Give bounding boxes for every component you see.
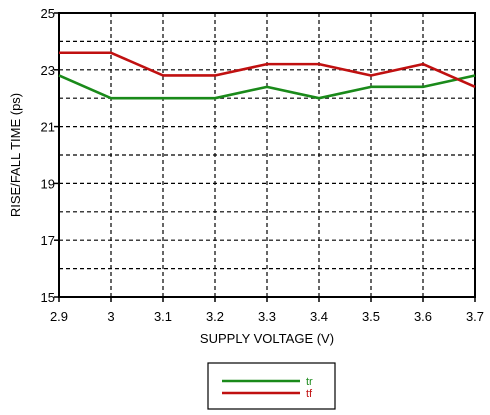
x-axis-title: SUPPLY VOLTAGE (V) (200, 331, 334, 346)
grid-lines (59, 13, 475, 297)
x-tick-label: 3.5 (362, 309, 380, 324)
legend-box (207, 362, 336, 410)
y-tick-label: 17 (41, 233, 55, 248)
y-axis-title: RISE/FALL TIME (ps) (8, 93, 23, 217)
y-tick-label: 19 (41, 176, 55, 191)
y-axis-ticks: 15 17 19 21 23 25 (41, 6, 59, 305)
series-line-tf (59, 51, 476, 89)
x-tick-label: 3 (107, 309, 114, 324)
y-tick-label: 15 (41, 290, 55, 305)
y-tick-label: 21 (41, 120, 55, 135)
y-tick-label: 25 (41, 6, 55, 21)
x-tick-label: 3.7 (466, 309, 484, 324)
x-tick-label: 3.4 (310, 309, 328, 324)
series-line-tr (58, 74, 476, 100)
series-lines (58, 51, 476, 100)
x-axis-ticks: 2.9 3 3.1 3.2 3.3 3.4 3.5 3.6 3.7 (50, 297, 484, 324)
legend-label-tr: tr (306, 376, 313, 388)
x-tick-label: 3.1 (154, 309, 172, 324)
x-tick-label: 3.6 (414, 309, 432, 324)
y-tick-label: 23 (41, 63, 55, 78)
legend-label-tf: tf (306, 388, 313, 400)
x-tick-label: 2.9 (50, 309, 68, 324)
x-tick-label: 3.3 (258, 309, 276, 324)
x-tick-label: 3.2 (206, 309, 224, 324)
